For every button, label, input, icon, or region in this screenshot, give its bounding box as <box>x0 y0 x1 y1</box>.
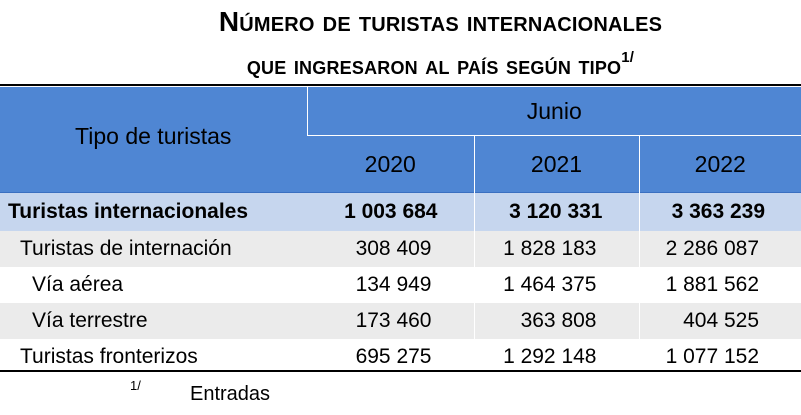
cell-2022: 1 077 152 <box>638 339 801 375</box>
row-label: Turistas internacionales <box>0 192 307 231</box>
cell-2020: 308 409 <box>307 231 474 267</box>
header-row-2: 2020 2021 2022 <box>0 135 801 193</box>
table-row: Turistas internacionales 1 003 684 3 120… <box>0 192 801 231</box>
cell-2021: 1 828 183 <box>473 231 639 267</box>
cell-2022: 1 881 562 <box>638 267 801 303</box>
cell-2020: 695 275 <box>307 339 474 375</box>
title-line-2-text: que ingresaron al país según tipo <box>246 50 622 80</box>
header-year-2020: 2020 <box>307 135 474 193</box>
header-junio: Junio <box>306 87 801 136</box>
cell-2021: 363 808 <box>473 303 639 339</box>
title-line-1: Número de turistas internacionales <box>218 6 663 37</box>
cell-2021: 1 292 148 <box>473 339 639 375</box>
row-label: Turistas fronterizos <box>0 339 307 375</box>
cell-2022: 2 286 087 <box>638 231 801 267</box>
title-note-mark: 1/ <box>621 49 635 67</box>
tourists-table: Tipo de turistas Junio 2020 2021 2022 Tu… <box>0 87 801 375</box>
row-label: Vía aérea <box>0 267 307 303</box>
header-tipo-de-turistas: Tipo de turistas <box>0 87 307 193</box>
title-line-2: que ingresaron al país según tipo1/ <box>40 49 801 81</box>
footnote-mark: 1/ <box>130 378 141 393</box>
cell-2020: 134 949 <box>307 267 474 303</box>
header-row-1: Tipo de turistas Junio <box>0 87 801 193</box>
footnote-text: Entradas <box>190 383 271 405</box>
table-row: Vía terrestre 173 460 363 808 404 525 <box>0 303 801 339</box>
row-label: Turistas de internación <box>0 231 307 267</box>
cell-2021: 3 120 331 <box>473 192 639 231</box>
table-row: Vía aérea 134 949 1 464 375 1 881 562 <box>0 267 801 303</box>
header-year-2022: 2022 <box>638 135 801 193</box>
cell-2022: 404 525 <box>638 303 801 339</box>
table-row: Turistas de internación 308 409 1 828 18… <box>0 231 801 267</box>
table-header: Tipo de turistas Junio 2020 2021 2022 <box>0 87 801 193</box>
header-year-2021: 2021 <box>473 135 639 193</box>
cell-2022: 3 363 239 <box>638 192 801 231</box>
table-row: Turistas fronterizos 695 275 1 292 148 1… <box>0 339 801 375</box>
row-label: Vía terrestre <box>0 303 307 339</box>
table-body: Turistas internacionales 1 003 684 3 120… <box>0 192 801 375</box>
cell-2020: 1 003 684 <box>307 192 474 231</box>
top-rule <box>0 84 801 86</box>
bottom-rule <box>0 370 801 372</box>
cell-2021: 1 464 375 <box>473 267 639 303</box>
cell-2020: 173 460 <box>307 303 474 339</box>
